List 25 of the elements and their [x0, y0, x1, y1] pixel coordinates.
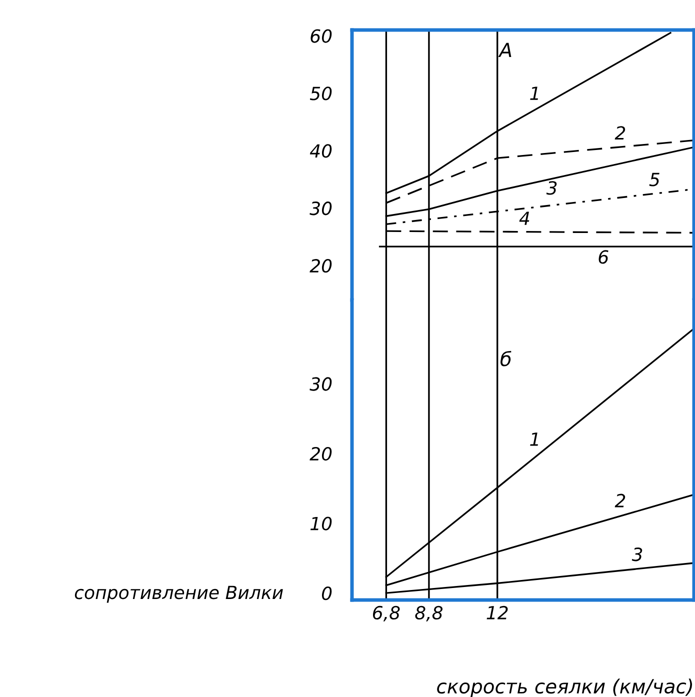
series-label: 2 — [614, 126, 626, 140]
y-tick-label: 30 — [310, 377, 332, 391]
series-label: 5 — [649, 172, 660, 186]
y-tick-label: 60 — [310, 29, 332, 43]
x-tick-label: 12 — [486, 606, 508, 620]
y-tick-label: 50 — [310, 86, 332, 100]
x-tick-label: 6,8 — [372, 606, 400, 622]
series-label: 1 — [530, 86, 538, 100]
series-label: 2 — [614, 494, 626, 508]
x-tick-label: 8,8 — [415, 606, 443, 622]
text: A — [498, 42, 512, 57]
y-tick-label: 0 — [322, 586, 332, 600]
y-tick-label: 20 — [310, 446, 332, 461]
x-axis-title: скорость сеялки (км/час) — [437, 678, 692, 697]
series-label: 1 — [530, 432, 538, 446]
y-tick-label: 10 — [310, 516, 332, 530]
y-tick-label: 20 — [310, 258, 332, 273]
series-label: 3 — [546, 181, 557, 195]
text: б — [500, 350, 512, 366]
series-label: 3 — [632, 548, 642, 562]
y-tick-label: 30 — [310, 202, 332, 216]
y-tick-label: 40 — [310, 144, 332, 158]
y-axis-title: сопротивление Вилки — [74, 586, 283, 603]
series-label: 4 — [519, 212, 530, 225]
series-label: 6 — [598, 250, 608, 264]
